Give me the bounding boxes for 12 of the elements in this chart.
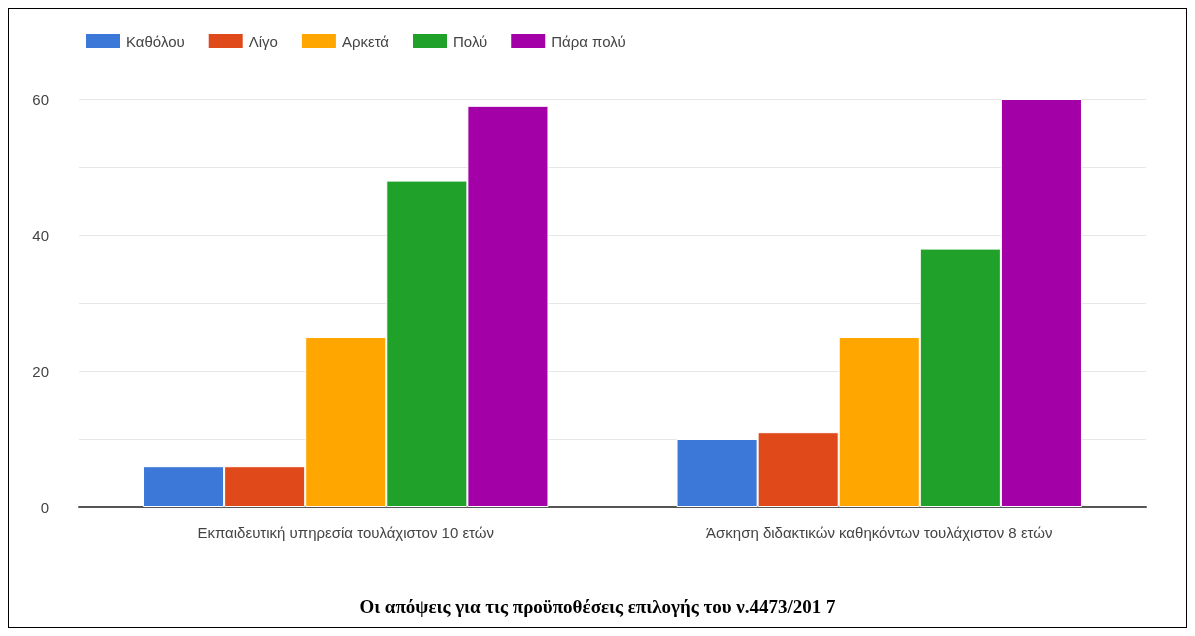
legend-label: Πάρα πολύ [551,32,626,50]
text: Οι απόψεις για τις προϋποθέσεις επιλογής του ν.4473/201 7 [359,596,837,617]
x-tick-label: Άσκηση διδακτικών καθηκόντων τουλάχιστον 8 ετών [706,524,1053,541]
y-tick-label: 0 [40,498,49,516]
y-tick-label: 40 [32,226,49,244]
x-tick-label: Εκπαιδευτική υπηρεσία τουλάχιστον 10 ετών [197,524,495,541]
y-tick-label: 20 [32,362,49,380]
legend-label: Αρκετά [341,32,390,50]
legend-label: Πολύ [453,32,488,50]
y-tick-label: 60 [32,90,49,108]
legend-label: Λίγο [248,32,278,50]
legend-label: Καθόλου [126,32,185,50]
